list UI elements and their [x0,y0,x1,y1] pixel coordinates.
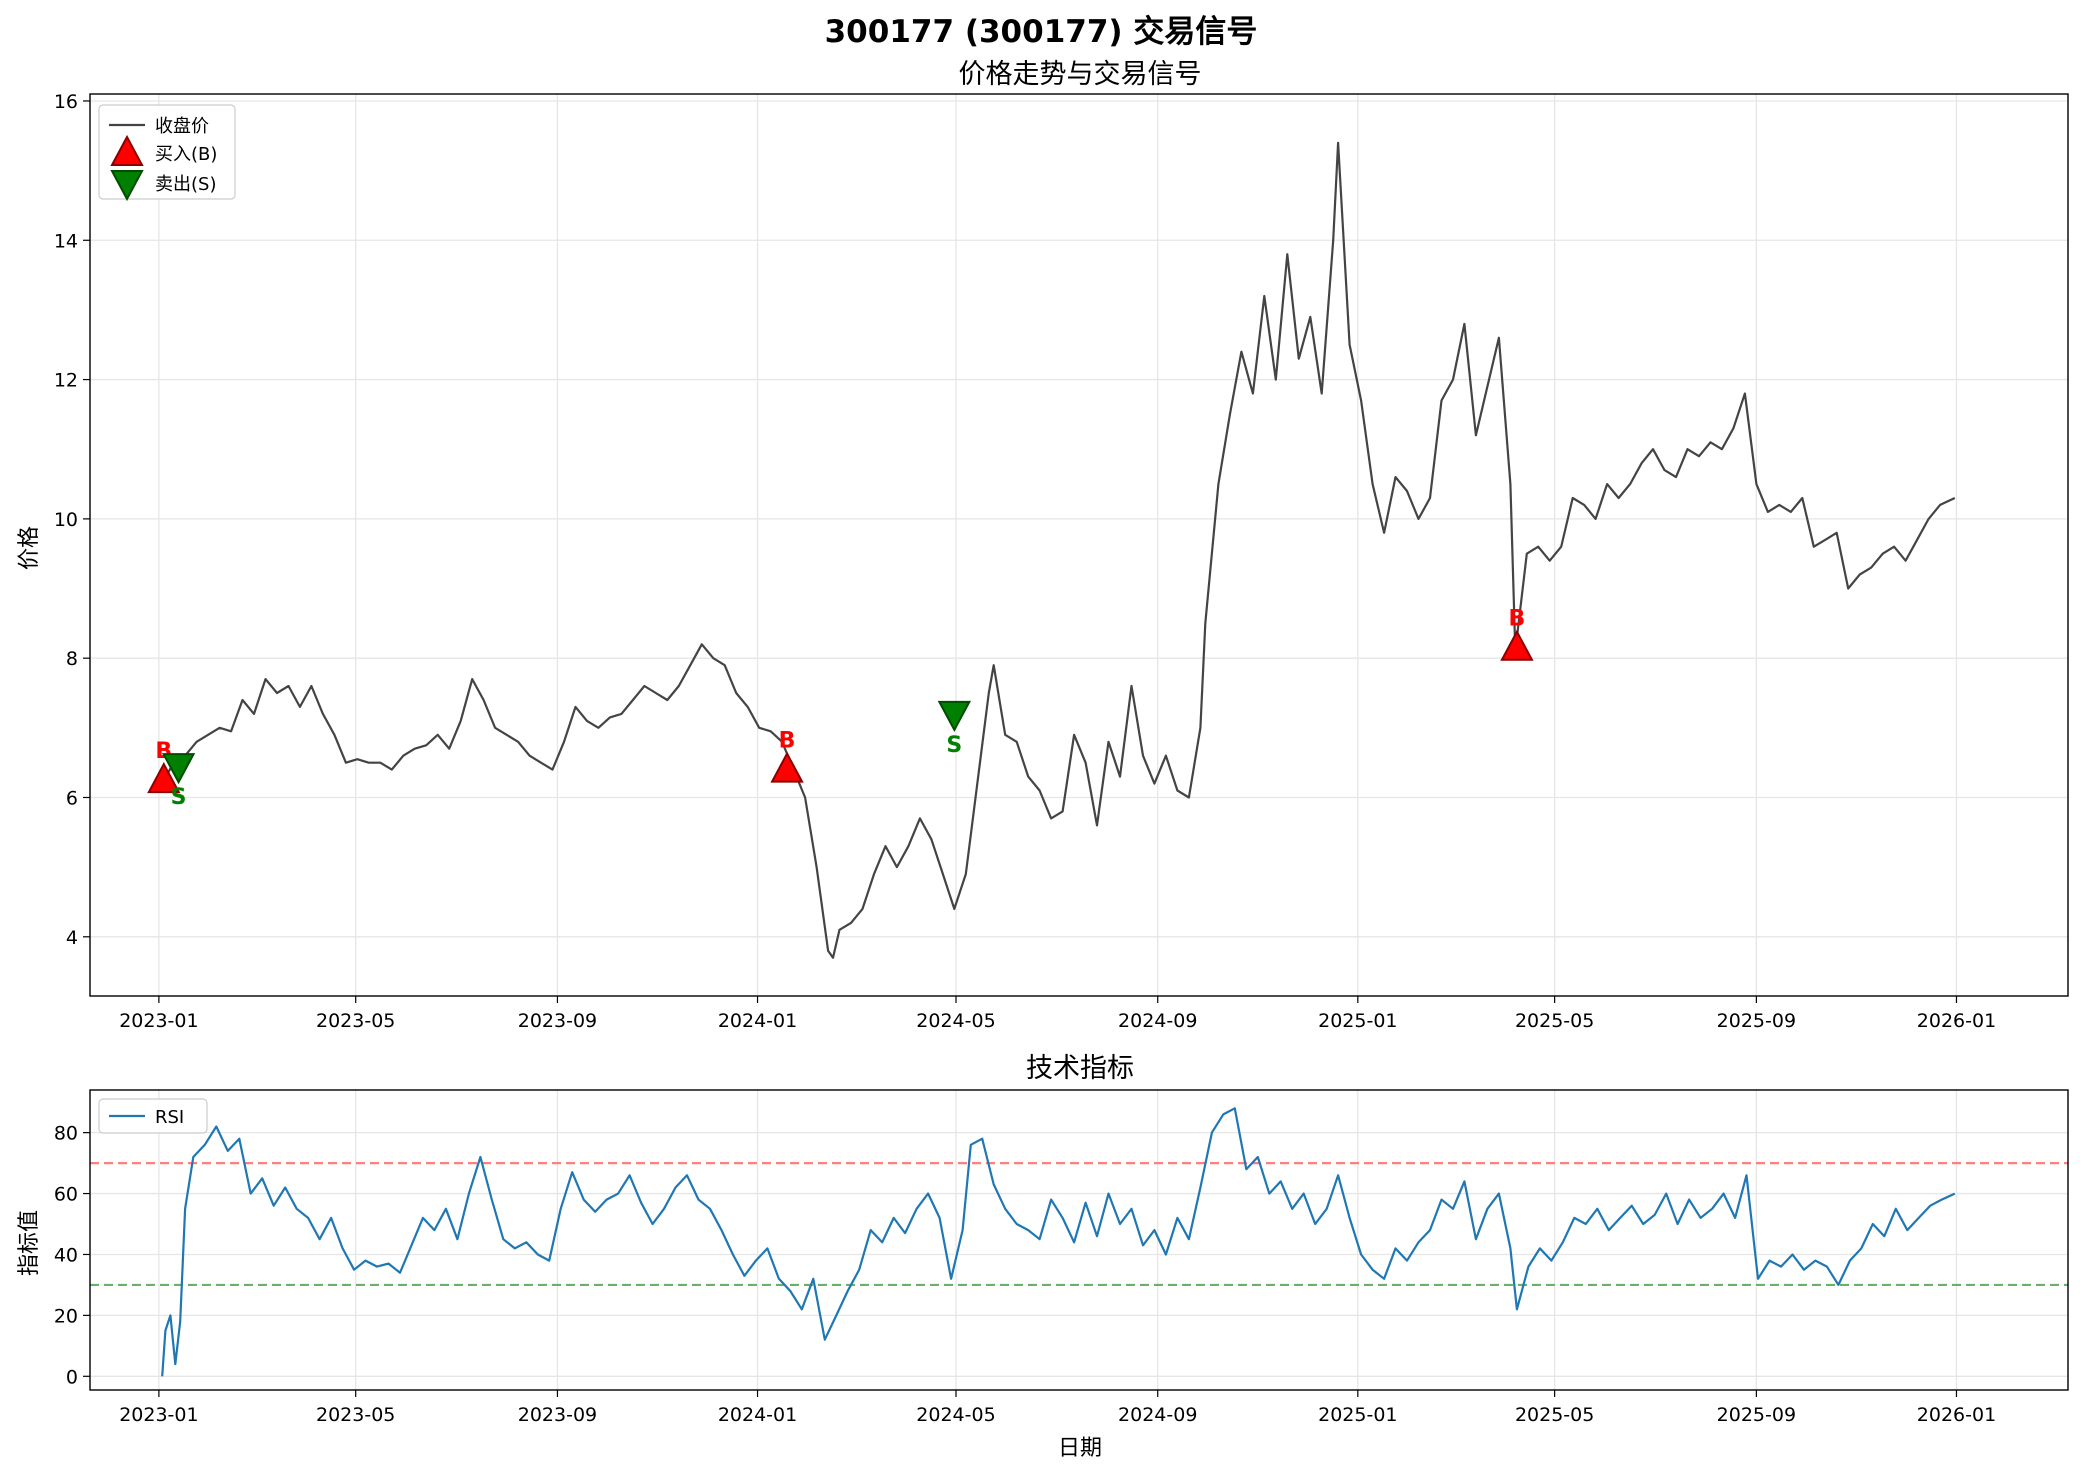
y-tick-label: 10 [54,509,78,531]
y-tick-label: 8 [66,648,78,670]
y-tick-label: 0 [66,1366,78,1388]
x-tick-label: 2025-01 [1318,1404,1397,1426]
legend-buy-label: 买入(B) [155,144,217,165]
x-tick-label: 2023-01 [119,1010,198,1032]
buy-signal-marker [770,751,804,783]
sell-signal-marker [937,700,972,733]
x-tick-label: 2024-09 [1118,1010,1197,1032]
y-tick-label: 16 [54,91,78,113]
buy-signal-label: B [1509,607,1526,632]
x-tick-label: 2024-05 [916,1010,995,1032]
rsi-line [161,1107,1956,1377]
y-tick-label: 6 [66,787,78,809]
legend-price-label: 收盘价 [155,116,209,137]
x-tick-label: 2023-05 [316,1404,395,1426]
x-tick-label: 2023-09 [518,1010,597,1032]
legend-sell-label: 卖出(S) [155,174,216,195]
buy-signal-marker [147,761,181,794]
x-tick-label: 2024-05 [916,1404,995,1426]
axes-frame [89,1089,2069,1391]
y-tick-label: 40 [54,1244,78,1266]
x-tick-label: 2025-09 [1717,1010,1796,1032]
x-tick-label: 2026-01 [1917,1010,1996,1032]
price-panel-title: 价格走势与交易信号 [959,59,1202,90]
x-tick-label: 2025-05 [1515,1010,1594,1032]
axes-frame [89,93,2069,997]
indicator-x-axis-label: 日期 [1058,1436,1102,1461]
x-tick-label: 2025-05 [1515,1404,1594,1426]
y-tick-label: 20 [54,1305,78,1327]
figure-title: 300177 (300177) 交易信号 [825,14,1258,50]
x-tick-label: 2026-01 [1917,1404,1996,1426]
price-line [161,141,1956,959]
buy-signal-marker [1500,629,1534,661]
legend-buy-swatch [110,134,144,166]
buy-signal-label: B [779,729,796,754]
x-tick-label: 2025-01 [1318,1010,1397,1032]
indicator-y-axis-label: 指标值 [17,1210,42,1276]
x-tick-label: 2024-09 [1118,1404,1197,1426]
legend-rsi-label: RSI [155,1107,184,1128]
x-tick-label: 2023-05 [316,1010,395,1032]
legend-box [98,1098,208,1134]
sell-signal-marker [161,753,196,785]
y-tick-label: 4 [66,927,78,949]
y-tick-label: 12 [54,370,78,392]
legend-sell-swatch [110,170,144,202]
price-panel: 价格走势与交易信号 价格 2023-01 2023-05 2023-09 2024-0… [17,59,2069,1032]
y-tick-label: 60 [54,1184,78,1206]
x-tick-label: 2023-09 [518,1404,597,1426]
sell-signal-label: S [171,785,187,810]
sell-signal-label: S [946,733,962,758]
x-tick-label: 2023-01 [119,1404,198,1426]
price-y-axis-label: 价格 [17,526,42,570]
indicator-panel-title: 技术指标 [1026,1053,1134,1084]
x-tick-label: 2024-01 [718,1404,797,1426]
indicator-panel: 技术指标 指标值 日期 2023-01 2023-05 2023-09 2024-01… [17,1053,2069,1461]
y-tick-label: 80 [54,1123,78,1145]
y-tick-label: 14 [54,230,78,252]
x-tick-label: 2025-09 [1717,1404,1796,1426]
x-tick-label: 2024-01 [718,1010,797,1032]
